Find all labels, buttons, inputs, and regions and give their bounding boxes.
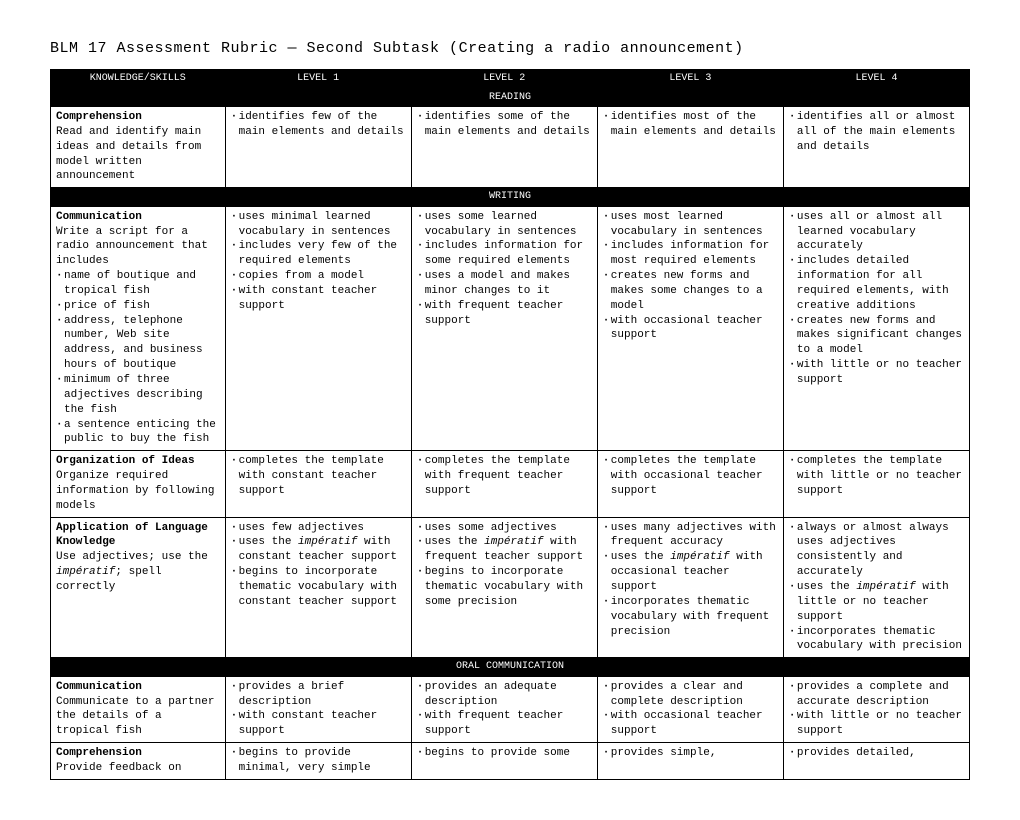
table-row: Communication Write a script for a radio … [51,206,970,451]
level-cell: completes the template with little or no… [783,451,969,517]
header-row: KNOWLEDGE/SKILLS LEVEL 1 LEVEL 2 LEVEL 3… [51,70,970,89]
level-cell: begins to provide minimal, very simple [225,743,411,780]
skill-cell: Comprehension Provide feedback on [51,743,226,780]
level-cell: uses minimal learned vocabulary in sente… [225,206,411,451]
skill-title: Communication [56,211,142,223]
level-cell: uses all or almost all learned vocabular… [783,206,969,451]
level-cell: provides a clear and complete descriptio… [597,676,783,742]
level-cell: identifies few of the main elements and … [225,107,411,188]
level-cell: begins to provide some [411,743,597,780]
skill-title: Comprehension [56,111,142,123]
skill-title: Organization of Ideas [56,455,195,467]
page-title: BLM 17 Assessment Rubric — Second Subtas… [50,40,970,57]
section-row: READING [51,88,970,107]
level-cell: provides a complete and accurate descrip… [783,676,969,742]
level-cell: uses some adjectivesuses the impératif w… [411,517,597,658]
table-row: Comprehension Read and identify main idea… [51,107,970,188]
level-cell: provides an adequate descriptionwith fre… [411,676,597,742]
skill-desc: Write a script for a radio announcement … [56,226,208,268]
level-cell: identifies some of the main elements and… [411,107,597,188]
level-cell: completes the template with constant tea… [225,451,411,517]
skill-title: Comprehension [56,747,142,759]
skill-desc: Communicate to a partner the details of … [56,696,214,738]
table-row: Organization of Ideas Organize required i… [51,451,970,517]
level-cell: identifies most of the main elements and… [597,107,783,188]
header-level1: LEVEL 1 [225,70,411,89]
level-cell: uses few adjectivesuses the impératif wi… [225,517,411,658]
skill-desc: Use adjectives; use the impératif; spell… [56,551,208,593]
section-label: WRITING [51,188,970,207]
skill-cell: Organization of Ideas Organize required i… [51,451,226,517]
skill-desc: Read and identify main ideas and details… [56,126,201,183]
table-row: Communication Communicate to a partner th… [51,676,970,742]
level-cell: always or almost always uses adjectives … [783,517,969,658]
section-row: WRITING [51,188,970,207]
level-cell: uses many adjectives with frequent accur… [597,517,783,658]
level-cell: identifies all or almost all of the main… [783,107,969,188]
header-level3: LEVEL 3 [597,70,783,89]
table-row: Comprehension Provide feedback on begins t… [51,743,970,780]
header-level2: LEVEL 2 [411,70,597,89]
skill-desc: Provide feedback on [56,762,181,774]
rubric-table: KNOWLEDGE/SKILLS LEVEL 1 LEVEL 2 LEVEL 3… [50,69,970,780]
level-cell: completes the template with frequent tea… [411,451,597,517]
skill-cell: Comprehension Read and identify main idea… [51,107,226,188]
skill-desc: Organize required information by followi… [56,470,214,512]
section-label: ORAL COMMUNICATION [51,658,970,677]
skill-title: Communication [56,681,142,693]
table-row: Application of Language KnowledgeUse adj… [51,517,970,658]
header-level4: LEVEL 4 [783,70,969,89]
level-cell: uses most learned vocabulary in sentence… [597,206,783,451]
skill-cell: Communication Write a script for a radio … [51,206,226,451]
level-cell: provides simple, [597,743,783,780]
section-label: READING [51,88,970,107]
skill-cell: Application of Language KnowledgeUse adj… [51,517,226,658]
level-cell: provides a brief descriptionwith constan… [225,676,411,742]
header-knowledge: KNOWLEDGE/SKILLS [51,70,226,89]
skill-title: Application of Language Knowledge [56,522,208,549]
section-row: ORAL COMMUNICATION [51,658,970,677]
skill-cell: Communication Communicate to a partner th… [51,676,226,742]
level-cell: provides detailed, [783,743,969,780]
level-cell: completes the template with occasional t… [597,451,783,517]
level-cell: uses some learned vocabulary in sentence… [411,206,597,451]
